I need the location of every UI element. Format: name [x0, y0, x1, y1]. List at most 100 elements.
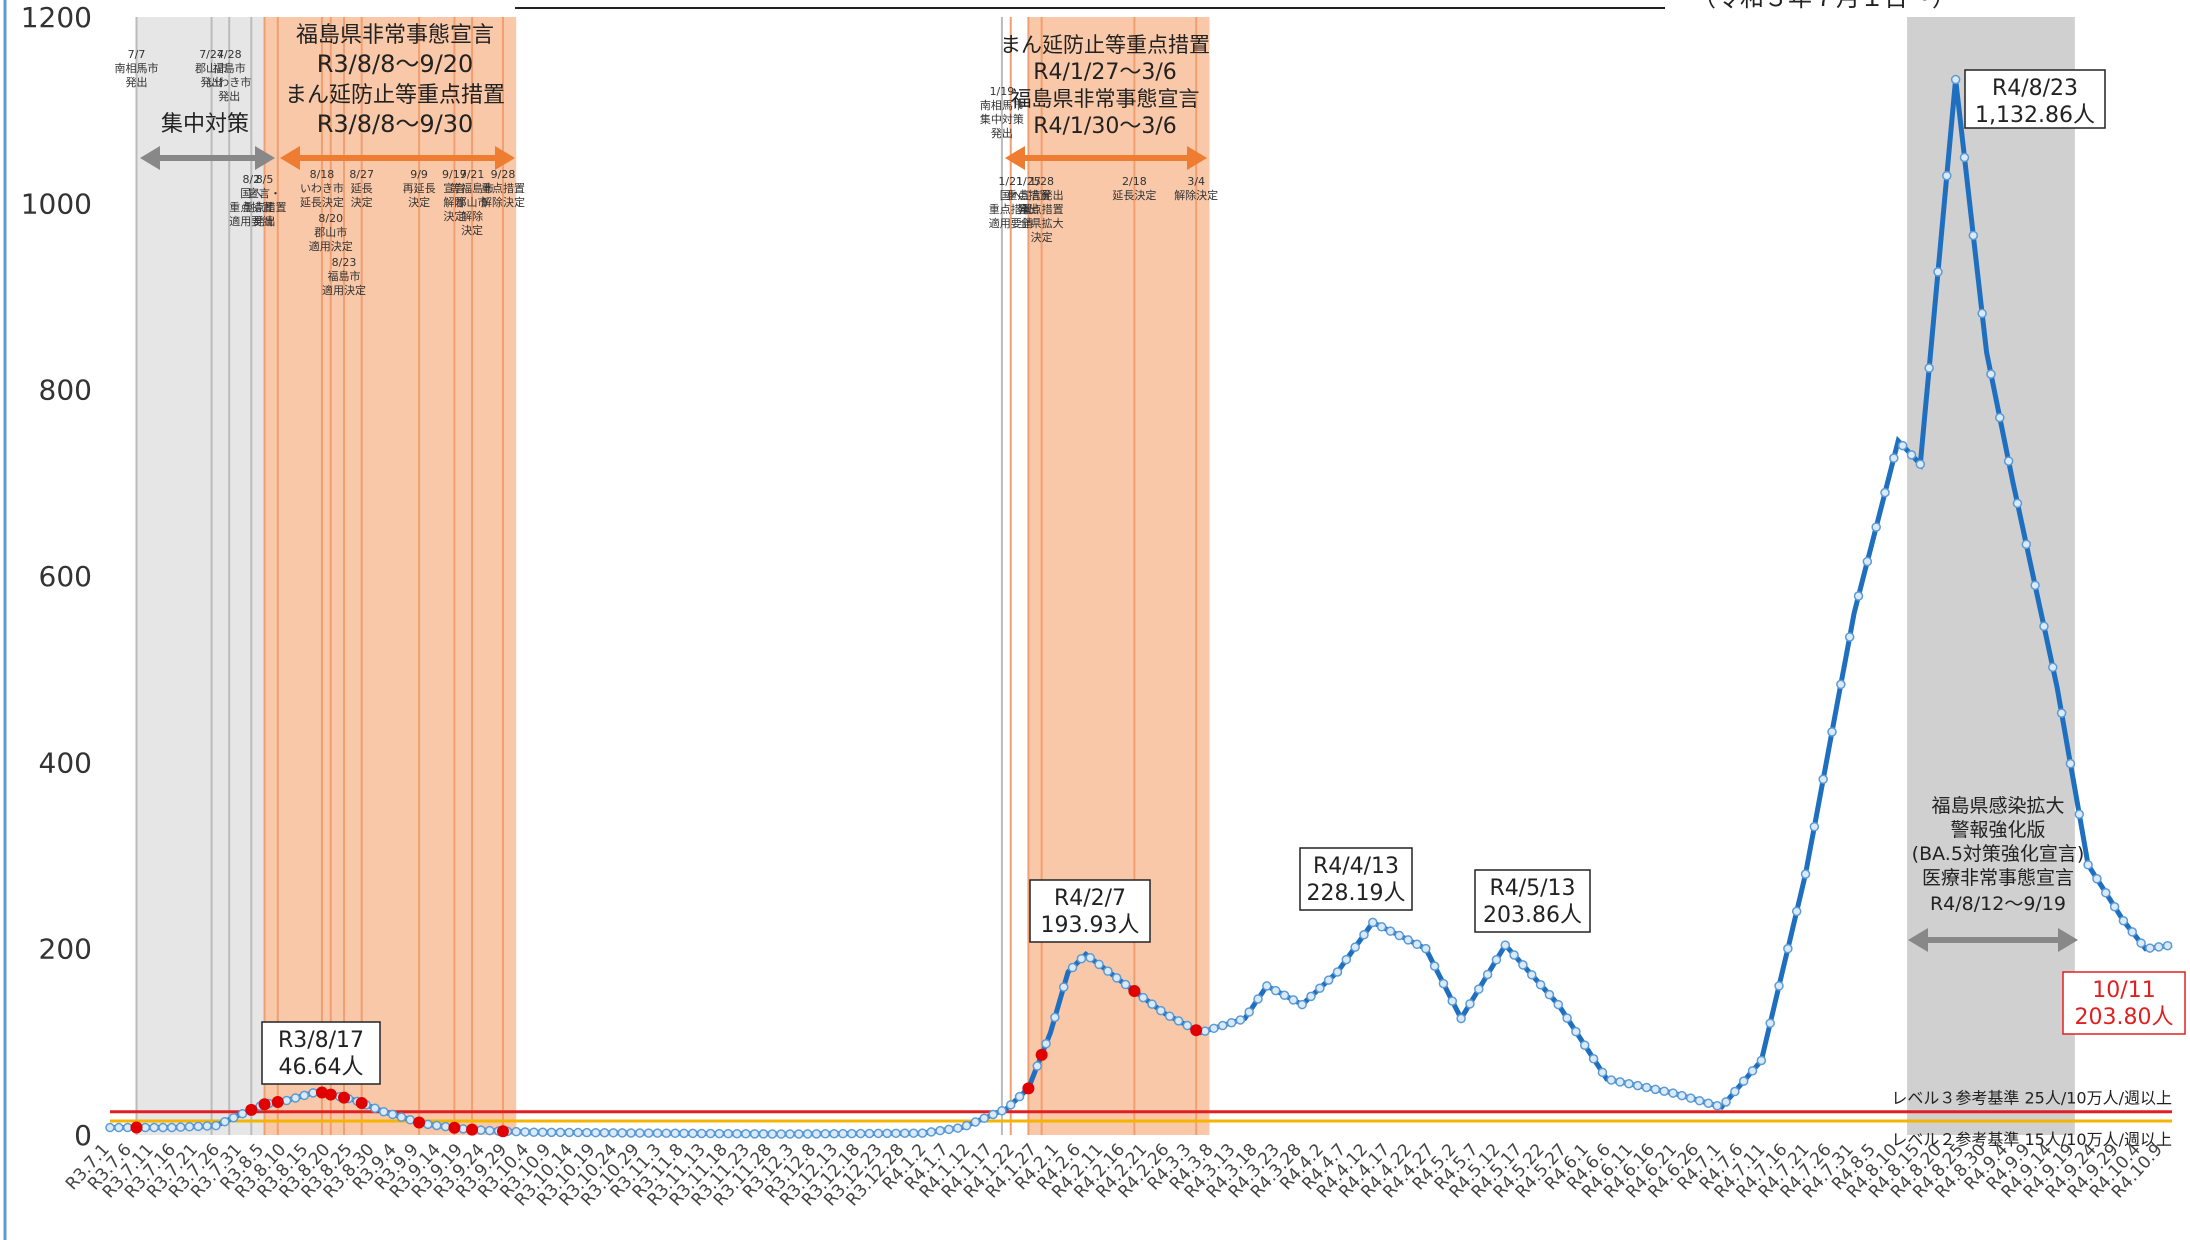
data-point: [1182, 1020, 1193, 1031]
y-tick-label: 800: [39, 374, 92, 407]
period3-line3: (BA.5対策強化宣言): [1912, 843, 2085, 865]
title-partial: （令和３年７月１日～）: [1692, 0, 1956, 12]
data-point: [1730, 1086, 1740, 1097]
data-point: [1350, 942, 1360, 952]
data-point: [105, 1122, 115, 1133]
data-point: [1341, 954, 1352, 965]
data-point: [1685, 1093, 1696, 1103]
data-point: [1880, 487, 1890, 498]
event-point: [1022, 1082, 1035, 1095]
data-point: [917, 1128, 928, 1138]
alert-band-3: [1907, 17, 2075, 1135]
data-point: [1209, 1023, 1219, 1034]
data-point: [1862, 556, 1873, 567]
event-point: [448, 1121, 461, 1134]
data-point: [1791, 906, 1802, 917]
data-point: [1067, 962, 1078, 973]
event-point: [1035, 1048, 1048, 1061]
data-point: [193, 1121, 204, 1132]
annotation-8-18: いわき市: [300, 181, 344, 195]
data-point: [1738, 1076, 1749, 1086]
data-point: [1783, 943, 1793, 954]
data-point: [1226, 1017, 1237, 1028]
annotation-7-28: いわき市: [207, 75, 251, 89]
event-point: [355, 1097, 368, 1110]
event-point: [1190, 1024, 1203, 1037]
data-point: [379, 1106, 389, 1117]
data-point: [1438, 978, 1449, 989]
event-point: [496, 1125, 509, 1138]
data-point: [1147, 999, 1157, 1009]
annotation-8-20: 適用決定: [309, 239, 353, 253]
period1-line3: まん延防止等重点措置: [285, 83, 505, 108]
data-point: [785, 1129, 795, 1139]
data-point: [2074, 809, 2085, 819]
y-tick-label: 0: [74, 1119, 92, 1152]
annotation-8-23: 適用決定: [322, 283, 366, 297]
data-point: [476, 1125, 486, 1135]
annotation-8-5: 発出: [254, 214, 276, 228]
data-point: [1942, 170, 1952, 181]
data-point: [2039, 621, 2049, 632]
data-point: [626, 1128, 636, 1138]
data-point: [1429, 961, 1440, 971]
data-point: [1217, 1020, 1228, 1031]
annotation-8-27: 延長: [351, 182, 373, 195]
data-point: [1385, 926, 1396, 936]
period-bands: [136, 17, 2075, 1135]
y-tick-label: 200: [39, 933, 92, 966]
annotation-1-25: 重点措置: [1006, 188, 1050, 202]
callout-r4-2-7: [1029, 879, 1151, 943]
data-point: [811, 1129, 822, 1139]
data-point: [2083, 860, 2093, 870]
data-point: [679, 1128, 689, 1139]
data-point: [767, 1129, 778, 1139]
data-point: [1827, 727, 1837, 737]
data-point: [979, 1113, 990, 1123]
x-axis-tick-labels: R3.7.1R3.7.6R3.7.11R3.7.16R3.7.21R3.7.26…: [62, 1140, 2167, 1210]
period1-line2: R3/8/8～9/20: [317, 50, 474, 78]
data-point: [2136, 938, 2146, 948]
data-point: [1368, 917, 1378, 928]
data-point: [2065, 758, 2076, 769]
reference-label: レベル３参考基準 25人/10万人/週以上: [1891, 1089, 2172, 1108]
data-point: [802, 1129, 813, 1139]
data-point: [820, 1129, 831, 1139]
data-point: [1544, 989, 1555, 1000]
data-point: [114, 1122, 124, 1133]
data-point: [590, 1127, 601, 1138]
data-point: [158, 1122, 168, 1133]
event-point: [130, 1121, 143, 1134]
data-point: [237, 1108, 248, 1119]
period3-line2: 警報強化版: [1950, 819, 2045, 841]
data-point: [1491, 955, 1502, 965]
data-point: [555, 1127, 566, 1138]
data-point: [1041, 1038, 1051, 1049]
annotation-8-18: 8/18: [310, 168, 335, 181]
data-point: [2030, 580, 2040, 591]
data-point: [661, 1128, 672, 1138]
data-point: [1871, 522, 1881, 532]
data-point: [900, 1128, 910, 1139]
annotation-1-21: 国へ: [1000, 189, 1022, 202]
data-point: [1111, 973, 1122, 983]
annotation-9-21: 9/21: [460, 168, 485, 181]
data-point: [423, 1119, 433, 1130]
data-point: [997, 1106, 1007, 1116]
data-point: [1262, 981, 1272, 991]
data-point: [953, 1123, 963, 1133]
period2-arrow-head-right: [1187, 146, 1207, 170]
data-point: [1995, 412, 2005, 423]
callout-10-11-text2: 203.80人: [2075, 1005, 2174, 1030]
period2-line2: R4/1/27～3/6: [1033, 60, 1177, 85]
data-point: [723, 1128, 733, 1139]
data-point: [2012, 498, 2023, 509]
data-point: [1641, 1082, 1652, 1093]
data-point: [1588, 1054, 1599, 1064]
data-point: [944, 1124, 954, 1135]
period1-arrow-head-left: [280, 146, 300, 170]
data-point: [281, 1095, 292, 1106]
data-point: [891, 1128, 901, 1139]
data-point: [1156, 1005, 1166, 1016]
